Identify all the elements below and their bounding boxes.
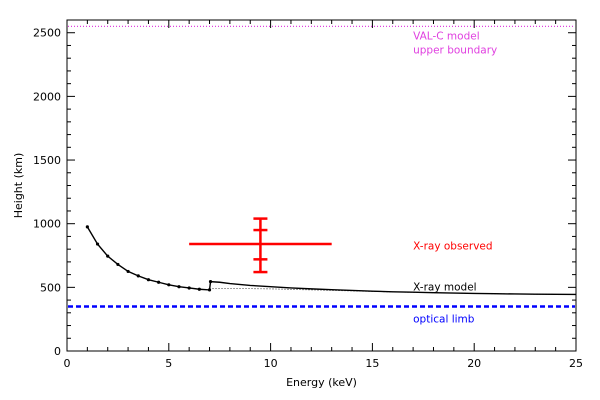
series-line-dotted <box>209 288 577 295</box>
y-axis-label: Height (km) <box>12 153 25 219</box>
data-point <box>126 269 130 274</box>
y-tick-label: 0 <box>54 345 61 358</box>
data-point <box>106 254 110 258</box>
annotation-label: VAL-C model <box>413 30 480 42</box>
data-point <box>136 274 140 278</box>
data-point <box>157 280 161 284</box>
data-point <box>116 262 120 267</box>
x-tick-label: 5 <box>165 357 172 370</box>
data-point <box>197 287 201 291</box>
data-point <box>208 280 213 284</box>
data-point <box>85 225 89 229</box>
x-tick-label: 20 <box>467 357 481 370</box>
annotation-label: upper boundary <box>413 44 497 56</box>
annotation-label: X-ray model <box>413 282 476 294</box>
error-bar-layer <box>189 217 332 274</box>
data-point <box>167 283 171 287</box>
data-point <box>95 242 100 246</box>
data-point <box>177 285 181 289</box>
axis-ticks: 0 5 10 15 20 25 0 500 1000 1500 2000 2500 <box>33 19 583 370</box>
annotation-label: optical limb <box>413 314 475 326</box>
reference-lines <box>68 25 575 308</box>
y-tick-label: 1500 <box>33 154 61 167</box>
y-tick-label: 500 <box>40 281 61 294</box>
y-tick-label: 1000 <box>33 218 61 231</box>
x-tick-label: 10 <box>264 357 278 370</box>
annotation-label: X-ray observed <box>413 240 492 252</box>
x-tick-label: 0 <box>64 357 71 370</box>
y-tick-label: 2500 <box>33 27 61 40</box>
x-tick-label: 15 <box>365 357 379 370</box>
data-point <box>146 278 151 282</box>
data-point <box>187 286 191 290</box>
series-line <box>86 226 577 296</box>
data-point <box>207 288 212 292</box>
annotation-layer: VAL-C model upper boundary X-ray observed X… <box>413 30 497 325</box>
y-tick-label: 2000 <box>33 90 61 103</box>
x-axis-label: Energy (keV) <box>286 376 357 389</box>
series-layer <box>85 225 577 296</box>
x-tick-label: 25 <box>569 357 583 370</box>
